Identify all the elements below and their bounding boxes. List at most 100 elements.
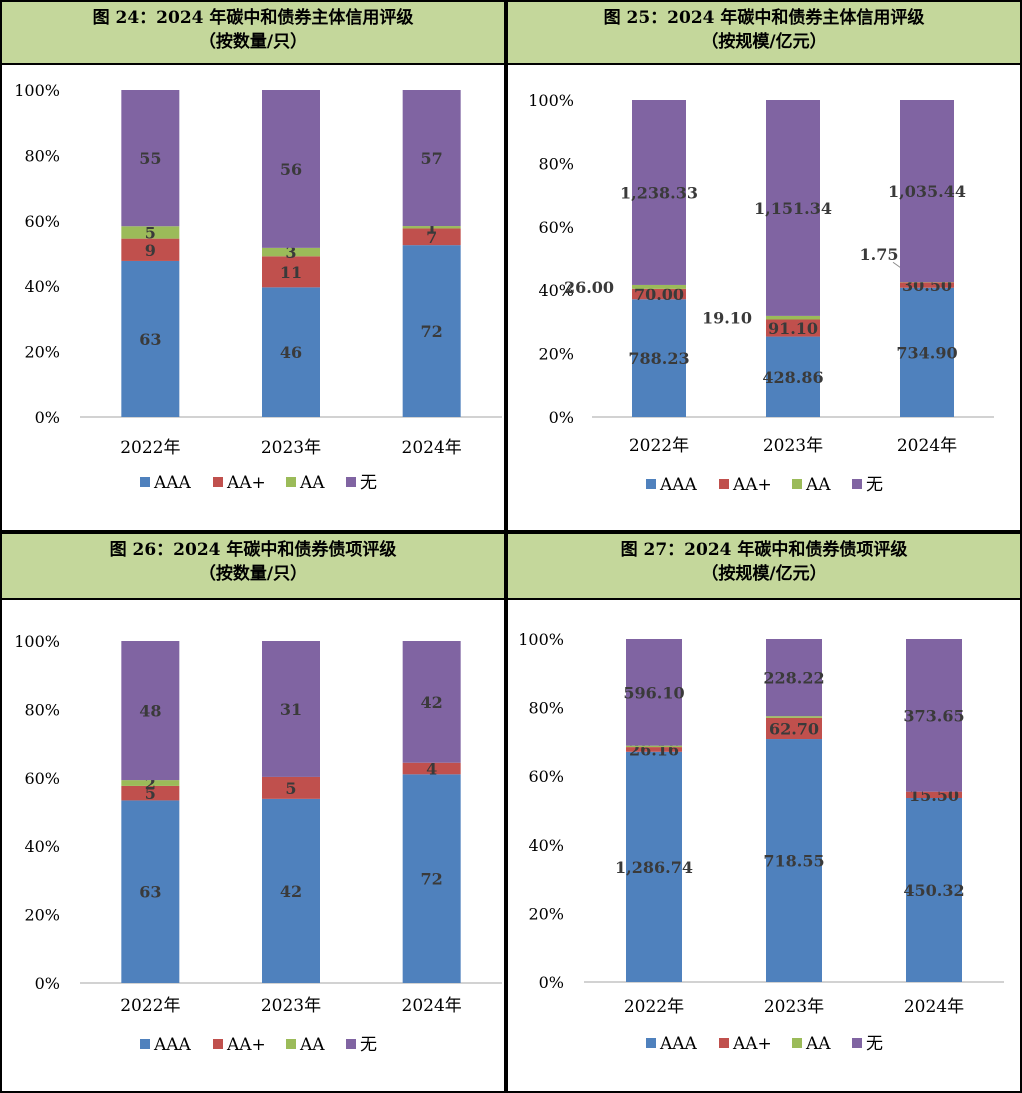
data-label: 56	[280, 160, 302, 179]
legend-swatch-aa-plus	[213, 477, 223, 487]
bar-segment-aa-plus	[121, 785, 180, 801]
data-label: 1.75	[860, 245, 899, 264]
legend-label: AA+	[226, 1035, 266, 1055]
chart-plot: 0% 20% 40% 60% 80% 100% 788.23 70.00 26.00 1,238.…	[528, 91, 994, 495]
bar-segment-aa	[766, 716, 822, 718]
bar-segment-none	[262, 641, 320, 777]
chart-panel-25: 图 25：2024 年碳中和债券主体信用评级 （按规模/亿元） 0% 20% 40%…	[508, 2, 1020, 530]
x-tick-label: 2024年	[402, 438, 462, 458]
bar-segment-none	[402, 90, 461, 227]
y-tick-label: 60%	[538, 218, 574, 237]
y-tick-label: 0%	[35, 974, 60, 993]
bar-segment-aa-plus	[900, 282, 954, 288]
bar-segment-aaa	[906, 798, 962, 982]
x-tick-label: 2022年	[624, 997, 684, 1017]
frame-divider	[504, 0, 508, 1093]
data-label: 734.90	[896, 343, 957, 362]
y-tick-label: 60%	[24, 769, 60, 788]
legend-label: AAA	[659, 475, 698, 495]
bar-segment-aaa	[262, 287, 320, 417]
data-label: 428.86	[762, 368, 823, 387]
bar-segment-none	[626, 639, 682, 746]
legend-swatch-aaa	[646, 479, 656, 489]
chart-header: 图 26：2024 年碳中和债券债项评级 （按数量/只）	[2, 534, 504, 600]
legend-swatch-aaa	[140, 477, 150, 487]
y-tick-label: 100%	[518, 630, 564, 649]
legend-label: AA+	[732, 475, 772, 495]
chart-plot: 0%20%40%60%80%100%6395552022年46113562023…	[14, 81, 502, 493]
data-label: 1	[426, 218, 437, 237]
data-label: 1,151.34	[754, 199, 832, 218]
bar-segment-aaa	[402, 245, 461, 417]
legend-label: AAA	[153, 1035, 192, 1055]
data-label: 70.00	[634, 285, 684, 304]
y-tick-label: 40%	[24, 277, 60, 296]
bar-segment-aa-plus	[766, 319, 820, 337]
legend-swatch-none	[852, 1038, 862, 1048]
legend-label: AAA	[153, 473, 192, 493]
y-tick-label: 20%	[538, 345, 574, 364]
chart-subtitle: （按数量/只）	[198, 32, 308, 52]
chart-subtitle: （按数量/只）	[198, 564, 308, 584]
data-label: 57	[421, 149, 443, 168]
bar-segment-aa-plus	[262, 256, 320, 288]
chart-panel-24: 图 24：2024 年碳中和债券主体信用评级 （按数量/只） 0% 20% 40% 6…	[2, 2, 504, 530]
chart-panel-26: 图 26：2024 年碳中和债券债项评级 （按数量/只） 0% 20% 40% 60%…	[2, 534, 504, 1090]
bar-segment-aa	[121, 780, 180, 786]
legend-swatch-aa-plus	[719, 479, 729, 489]
x-tick-label: 2023年	[261, 996, 321, 1016]
bar-segment-aa-plus	[262, 776, 320, 799]
bar-segment-aa-plus	[906, 791, 962, 799]
legend-swatch-aa	[792, 479, 802, 489]
data-label: 1,035.44	[888, 182, 966, 201]
legend-label: AA	[805, 1034, 831, 1054]
data-label: 1,238.33	[620, 183, 698, 202]
data-label: 228.22	[763, 669, 824, 688]
data-label: 718.55	[763, 852, 824, 871]
data-label: 72	[421, 870, 443, 889]
x-tick-label: 2022年	[629, 436, 689, 456]
legend-swatch-none	[346, 477, 356, 487]
data-label: 3	[285, 243, 296, 262]
x-tick-label: 2024年	[897, 436, 957, 456]
y-tick-label: 60%	[24, 212, 60, 231]
data-label: 42	[421, 693, 443, 712]
chart-title: 图 24：2024 年碳中和债券主体信用评级	[92, 8, 414, 28]
y-tick-label: 40%	[538, 281, 574, 300]
x-tick-label: 2023年	[261, 438, 321, 458]
legend-label: 无	[866, 475, 883, 495]
bar-segment-aaa	[402, 774, 461, 983]
legend-swatch-aaa	[646, 1038, 656, 1048]
x-tick-label: 2024年	[402, 996, 462, 1016]
bar-segment-aaa	[121, 800, 180, 983]
bar-segment-none	[766, 100, 820, 316]
chart-title: 图 26：2024 年碳中和债券债项评级	[109, 540, 397, 560]
data-label: 26.00	[564, 278, 614, 297]
legend-label: AA	[299, 1035, 325, 1055]
data-label: 46	[280, 343, 302, 362]
x-tick-label: 2023年	[763, 436, 823, 456]
data-label: 62.70	[769, 719, 819, 738]
y-tick-label: 0%	[35, 408, 60, 427]
chart-subtitle: （按规模/亿元）	[701, 564, 827, 584]
x-tick-label: 2023年	[764, 997, 824, 1017]
bar-segment-aa-plus	[626, 747, 682, 752]
data-label: 91.10	[768, 319, 818, 338]
y-tick-label: 100%	[14, 632, 60, 651]
bar-segment-aaa	[626, 751, 682, 982]
bar-segment-aa-plus	[121, 238, 180, 261]
chart-title: 图 27：2024 年碳中和债券债项评级	[620, 540, 908, 560]
frame-border	[0, 0, 1022, 2]
chart-panel-27: 图 27：2024 年碳中和债券债项评级 （按规模/亿元） 0% 20% 40% 60…	[508, 534, 1020, 1090]
y-tick-label: 80%	[528, 699, 564, 718]
data-label: 31	[280, 700, 302, 719]
bar-segment-aa	[632, 284, 686, 289]
y-tick-label: 40%	[24, 837, 60, 856]
data-label: 9	[145, 241, 156, 260]
legend-label: 无	[360, 473, 377, 493]
y-tick-label: 20%	[24, 906, 60, 925]
bar-segment-aa-plus	[402, 762, 461, 775]
legend-swatch-aa	[286, 1039, 296, 1049]
legend-swatch-aa	[792, 1038, 802, 1048]
